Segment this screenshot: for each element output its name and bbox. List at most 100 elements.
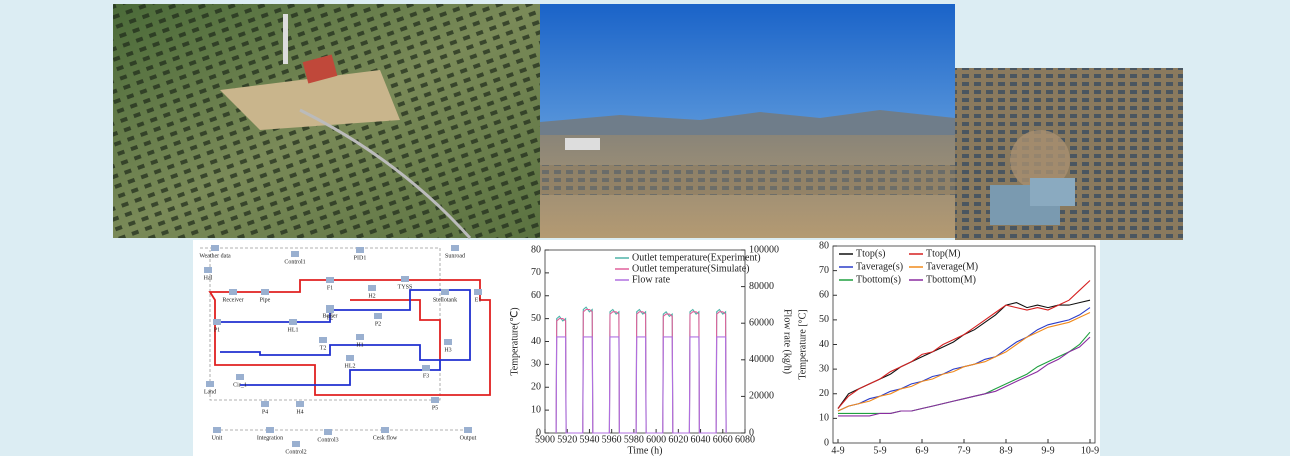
node-label: Output — [460, 435, 477, 441]
legend-label: Ttop(M) — [926, 248, 960, 259]
node-icon — [356, 334, 364, 340]
node-icon — [261, 289, 269, 295]
node-label: P4 — [262, 409, 268, 415]
node-icon — [422, 365, 430, 371]
y2-tick-label: 20000 — [749, 391, 774, 402]
node-icon — [401, 276, 409, 282]
node-label: Pipe — [260, 297, 271, 303]
x-tick-label: 9-9 — [1041, 445, 1054, 456]
node-icon — [289, 319, 297, 325]
node-label: F1 — [327, 285, 333, 291]
node-label: Unit — [212, 435, 223, 441]
node-label: Cir_1 — [233, 382, 247, 388]
y-axis-label: Temperature [°C] — [797, 309, 808, 379]
y-tick-label: 50 — [819, 314, 829, 325]
node-icon — [346, 355, 354, 361]
node-icon — [451, 245, 459, 251]
photo-landscape — [540, 4, 955, 238]
node-label: H1 — [356, 342, 363, 348]
node-label: P1 — [214, 327, 220, 333]
node-icon — [324, 429, 332, 435]
node-icon — [374, 313, 382, 319]
node-icon — [319, 337, 327, 343]
legend-label: Taverage(s) — [856, 261, 903, 272]
node-label: Weather data — [199, 253, 231, 259]
node-icon — [356, 247, 364, 253]
node-label: HL1 — [288, 327, 299, 333]
y-tick-label: 10 — [531, 404, 541, 415]
x-tick-label: 5960 — [602, 434, 622, 445]
legend-label: Taverage(M) — [926, 261, 978, 272]
legend-label: Outlet temperature(Simulate) — [632, 263, 749, 274]
node-icon — [326, 307, 334, 313]
y-tick-label: 70 — [531, 267, 541, 278]
legend-label: Tbottom(s) — [856, 274, 901, 285]
node-icon — [431, 397, 439, 403]
node-label: PID1 — [354, 255, 367, 261]
legend-label: Outlet temperature(Experiment) — [632, 252, 761, 263]
legend-label: Tbottom(M) — [926, 274, 976, 285]
x-tick-label: 7-9 — [957, 445, 970, 456]
node-icon — [213, 319, 221, 325]
node-icon — [213, 427, 221, 433]
node-icon — [229, 289, 237, 295]
y-tick-label: 70 — [819, 265, 829, 276]
node-label: P2 — [375, 321, 381, 327]
node-label: H2 — [368, 293, 375, 299]
y-tick-label: 80 — [819, 240, 829, 251]
x-tick-label: 6-9 — [915, 445, 928, 456]
x-tick-label: 5920 — [557, 434, 577, 445]
x-tick-label: 4-9 — [831, 445, 844, 456]
node-icon — [236, 374, 244, 380]
node-icon — [292, 441, 300, 447]
node-label: H4 — [296, 409, 303, 415]
node-icon — [261, 401, 269, 407]
node-icon — [444, 339, 452, 345]
y-tick-label: 0 — [824, 437, 829, 448]
y-tick-label: 20 — [531, 382, 541, 393]
y2-tick-label: 60000 — [749, 317, 774, 328]
node-label: Receiver — [222, 297, 243, 303]
node-icon — [266, 427, 274, 433]
x-tick-label: 5940 — [579, 434, 599, 445]
node-label: E1 — [475, 297, 482, 303]
node-label: Control2 — [285, 449, 306, 455]
node-icon — [368, 285, 376, 291]
y-tick-label: 40 — [819, 339, 829, 350]
node-label: HL2 — [345, 363, 356, 369]
x-tick-label: 6060 — [713, 434, 733, 445]
y2-tick-label: 40000 — [749, 354, 774, 365]
node-label: Control1 — [284, 259, 305, 265]
node-label: Stellotank — [433, 297, 457, 303]
photo-heliostat-field — [955, 68, 1183, 240]
y-tick-label: 40 — [531, 336, 541, 347]
photo-plant-aerial — [113, 4, 540, 238]
y-tick-label: 50 — [531, 313, 541, 324]
x-tick-label: 5980 — [624, 434, 644, 445]
y2-axis-label: Flow rate (kg/h) — [782, 309, 793, 374]
node-icon — [464, 427, 472, 433]
node-label: Land — [204, 389, 216, 395]
x-axis-label: Time (h) — [628, 445, 663, 456]
y-tick-label: 10 — [819, 413, 829, 424]
node-label: F3 — [423, 373, 429, 379]
x-tick-label: 8-9 — [999, 445, 1012, 456]
node-icon — [204, 267, 212, 273]
node-icon — [206, 381, 214, 387]
y2-tick-label: 80000 — [749, 281, 774, 292]
y-tick-label: 30 — [819, 363, 829, 374]
figure: Weather dataControl1PID1SunroadHalReceiv… — [0, 0, 1290, 456]
node-label: Hal — [204, 275, 213, 281]
x-tick-label: 6000 — [646, 434, 666, 445]
node-label: Control3 — [317, 437, 338, 443]
node-icon — [326, 277, 334, 283]
y-tick-label: 30 — [531, 359, 541, 370]
node-icon — [211, 245, 219, 251]
x-tick-label: 6080 — [735, 434, 755, 445]
x-tick-label: 5900 — [535, 434, 555, 445]
legend-label: Flow rate — [632, 274, 671, 285]
node-label: T2 — [320, 345, 327, 351]
y-tick-label: 60 — [531, 290, 541, 301]
x-tick-label: 6040 — [691, 434, 711, 445]
node-label: Integration — [257, 435, 283, 441]
